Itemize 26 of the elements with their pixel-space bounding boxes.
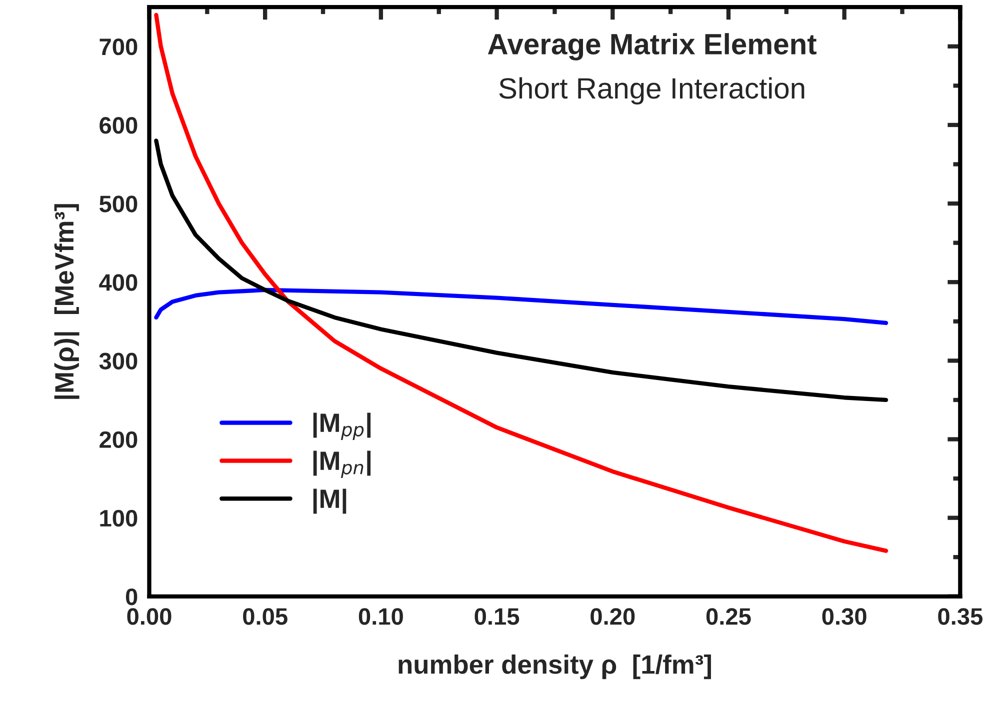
- y-tick-label: 0: [126, 588, 138, 606]
- y-tick-label: 200: [100, 431, 138, 448]
- y-tick-label: 500: [99, 196, 138, 212]
- y-tick-label: 600: [100, 117, 138, 134]
- x-tick-label: 0.20: [590, 608, 635, 625]
- x-tick-label: 0.25: [706, 608, 751, 625]
- y-tick-label: 400: [99, 274, 138, 291]
- y-tick-label: 700: [100, 38, 138, 56]
- x-tick-label: 0.05: [243, 608, 288, 625]
- legend-label: |M$_{pp}$|: [313, 412, 371, 440]
- x-tick-label: 0.35: [938, 608, 982, 625]
- y-tick-label: 100: [100, 510, 138, 527]
- text: Average Matrix Element: [488, 33, 816, 60]
- legend-label: |M|: [313, 488, 346, 514]
- x-tick-label: 0.00: [127, 608, 172, 625]
- line-series: [154, 138, 888, 402]
- y-tick-label: 300: [99, 352, 138, 370]
- legend-label: |M$_{pn}$|: [313, 450, 371, 478]
- line-series: [154, 12, 888, 553]
- x-axis-title: number density ρ [1/fm³]: [398, 654, 711, 680]
- text: Short Range Interaction: [499, 77, 804, 104]
- x-tick-label: 0.15: [474, 608, 520, 625]
- x-tick-label: 0.30: [822, 608, 866, 625]
- x-tick-label: 0.10: [358, 608, 403, 625]
- y-axis-title: |M(ρ)| [MeVfm³]: [54, 204, 80, 399]
- line-series: [154, 288, 888, 326]
